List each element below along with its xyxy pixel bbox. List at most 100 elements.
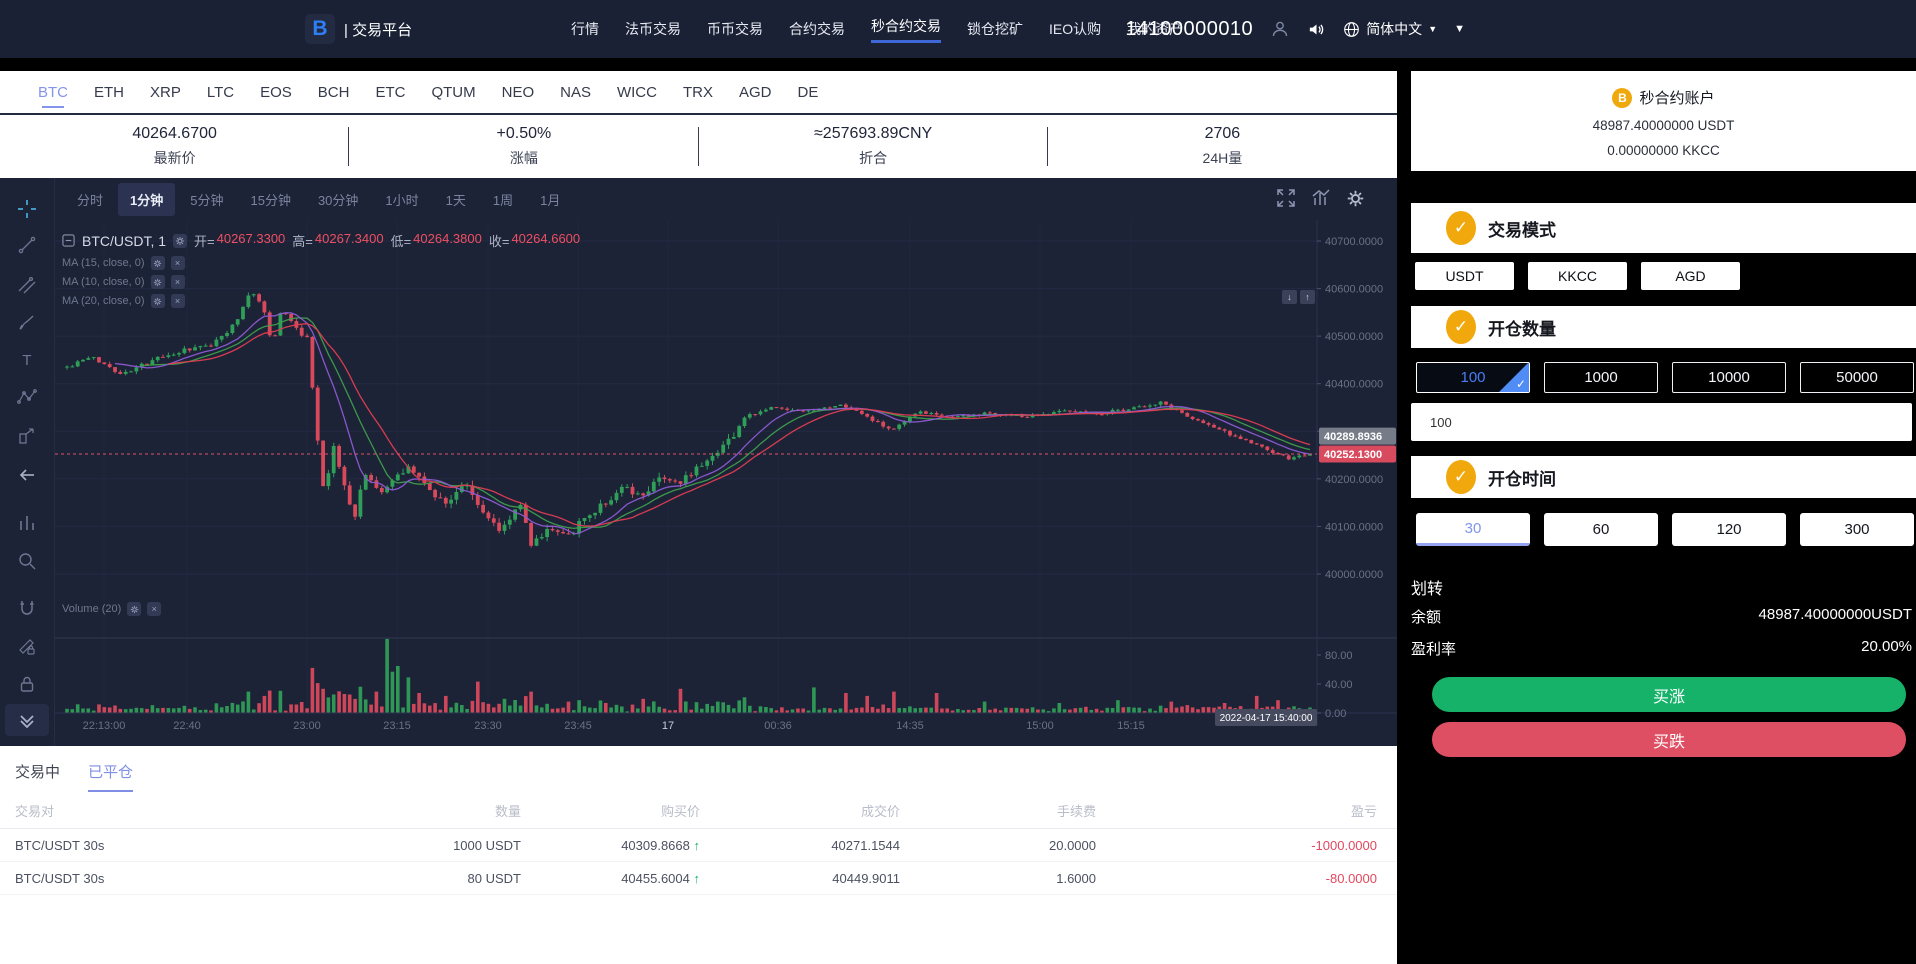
coin-tab-eos[interactable]: EOS xyxy=(260,83,292,101)
nav-item-mining[interactable]: 锁仓挖矿 xyxy=(967,21,1023,37)
tab-closed[interactable]: 已平仓 xyxy=(88,761,134,792)
duration-120-button[interactable]: 120 xyxy=(1672,513,1786,546)
coin-tab-neo[interactable]: NEO xyxy=(501,83,535,101)
collapse-legend-icon[interactable] xyxy=(62,234,75,247)
coin-tab-trx[interactable]: TRX xyxy=(682,83,713,101)
ma10-close-icon[interactable]: × xyxy=(170,275,185,289)
announcement-speaker-icon[interactable] xyxy=(1307,20,1326,39)
tf-1month[interactable]: 1月 xyxy=(540,192,561,208)
draw-lock-icon[interactable] xyxy=(9,632,45,662)
tf-15min[interactable]: 15分钟 xyxy=(250,192,291,208)
amount-100-button[interactable]: 100 xyxy=(1416,362,1530,393)
tf-30min[interactable]: 30分钟 xyxy=(317,192,359,208)
nav-item-contract[interactable]: 合约交易 xyxy=(789,21,845,37)
ma15-close-icon[interactable]: × xyxy=(170,256,185,270)
tf-1min[interactable]: 1分钟 xyxy=(118,182,176,216)
nav-item-spot[interactable]: 币币交易 xyxy=(707,21,763,37)
order-row: BTC/USDT 30s 1000 USDT 40309.8668 ↑ 4027… xyxy=(0,829,1397,862)
order-deal-price: 40449.9011 xyxy=(832,870,900,886)
collapse-toolbar-icon[interactable] xyxy=(5,704,49,736)
coin-tab-nas[interactable]: NAS xyxy=(560,83,591,101)
coin-tab-btc[interactable]: BTC xyxy=(25,71,81,113)
app-logo[interactable]: B | 交易平台 xyxy=(305,0,412,58)
amount-1000-button[interactable]: 1000 xyxy=(1544,362,1658,393)
coin-tab-de[interactable]: DE xyxy=(797,83,819,101)
tf-realtime[interactable]: 分时 xyxy=(77,192,104,208)
scale-buttons: ↓ ↑ xyxy=(1282,290,1315,304)
ma15-gear-icon[interactable] xyxy=(150,256,165,270)
coin-tab-bch[interactable]: BCH xyxy=(317,83,350,101)
trendline-icon[interactable] xyxy=(9,230,45,260)
more-caret-icon[interactable]: ▼ xyxy=(1454,23,1465,35)
tf-5min[interactable]: 5分钟 xyxy=(190,192,224,208)
close-value: 40264.6600 xyxy=(511,231,581,246)
tf-1hour[interactable]: 1小时 xyxy=(385,192,419,208)
stat-change: +0.50% 涨幅 xyxy=(349,115,699,178)
mode-agd-button[interactable]: AGD xyxy=(1641,262,1740,290)
indicators-icon[interactable] xyxy=(1311,188,1331,208)
fullscreen-icon[interactable] xyxy=(1276,188,1296,208)
brush-icon[interactable] xyxy=(9,307,45,337)
mode-usdt-button[interactable]: USDT xyxy=(1415,262,1514,290)
channel-icon[interactable] xyxy=(9,270,45,300)
tf-1week[interactable]: 1周 xyxy=(492,192,514,208)
duration-300-button[interactable]: 300 xyxy=(1800,513,1914,546)
amount-10000-button[interactable]: 10000 xyxy=(1672,362,1786,393)
coin-tab-ltc[interactable]: LTC xyxy=(206,83,235,101)
coin-tab-eth[interactable]: ETH xyxy=(94,83,124,101)
coin-tab-agd[interactable]: AGD xyxy=(738,83,772,101)
lock-icon[interactable] xyxy=(9,669,45,699)
logo-icon: B xyxy=(305,14,335,44)
coin-tab-etc[interactable]: ETC xyxy=(375,83,406,101)
svg-text:2022-04-17 15:40:00: 2022-04-17 15:40:00 xyxy=(1220,713,1313,724)
amount-input[interactable] xyxy=(1411,403,1912,441)
crosshair-icon[interactable] xyxy=(9,194,45,224)
duration-30-button[interactable]: 30 xyxy=(1416,513,1530,546)
coin-tab-wicc[interactable]: WICC xyxy=(616,83,657,101)
ma20-close-icon[interactable]: × xyxy=(170,294,185,308)
histogram-icon[interactable] xyxy=(9,508,45,538)
coin-tab-qtum[interactable]: QTUM xyxy=(431,83,476,101)
buy-up-button[interactable]: 买涨 xyxy=(1432,677,1906,712)
nav-item-second-contract[interactable]: 秒合约交易 xyxy=(871,16,941,43)
nav-item-market[interactable]: 行情 xyxy=(571,21,599,37)
magnet-icon[interactable] xyxy=(9,593,45,623)
symbol-settings-gear-icon[interactable] xyxy=(173,233,188,248)
text-tool-icon[interactable]: T xyxy=(9,345,45,375)
volume-value: 2706 xyxy=(1204,125,1241,142)
chart-settings-gear-icon[interactable] xyxy=(1346,188,1365,208)
coin-tab-xrp[interactable]: XRP xyxy=(150,83,181,101)
volume-gear-icon[interactable] xyxy=(127,602,142,616)
last-price-label: 最新价 xyxy=(153,150,196,166)
nav-item-assets[interactable]: 我的资产 xyxy=(1127,21,1184,37)
tab-trading[interactable]: 交易中 xyxy=(15,764,61,781)
candlestick-chart[interactable]: 40700.0000 40600.0000 40500.0000 40400.0000… xyxy=(0,178,1397,746)
scale-up-icon[interactable]: ↑ xyxy=(1300,290,1315,304)
header-buy-price: 购买价 xyxy=(660,803,700,819)
zoom-icon[interactable] xyxy=(9,546,45,576)
tf-1day[interactable]: 1天 xyxy=(445,192,466,208)
nav-item-ieo[interactable]: IEO认购 xyxy=(1049,21,1102,37)
user-icon[interactable] xyxy=(1270,19,1290,39)
mode-section-header: ✓ 交易模式 xyxy=(1411,203,1916,253)
ma20-gear-icon[interactable] xyxy=(150,294,165,308)
forecast-icon[interactable] xyxy=(9,421,45,451)
nav-item-fiat[interactable]: 法币交易 xyxy=(625,21,681,37)
account-card: B 秒合约账户 48987.40000000 USDT 0.00000000 K… xyxy=(1411,71,1916,171)
amount-50000-button[interactable]: 50000 xyxy=(1800,362,1914,393)
svg-text:40500.0000: 40500.0000 xyxy=(1325,331,1383,343)
account-number[interactable]: 14100000010 xyxy=(1125,17,1254,40)
stat-cny: ≈257693.89CNY 折合 xyxy=(699,115,1049,178)
back-arrow-icon[interactable] xyxy=(9,460,45,490)
language-selector[interactable]: 简体中文 ▼ xyxy=(1343,19,1437,39)
mode-kkcc-button[interactable]: KKCC xyxy=(1528,262,1627,290)
ma10-gear-icon[interactable] xyxy=(150,275,165,289)
buy-down-button[interactable]: 买跌 xyxy=(1432,722,1906,757)
chart-toolbar: T xyxy=(0,178,55,746)
duration-60-button[interactable]: 60 xyxy=(1544,513,1658,546)
transfer-link[interactable]: 划转 xyxy=(1411,581,1444,598)
volume-close-icon[interactable]: × xyxy=(147,602,162,616)
pattern-icon[interactable] xyxy=(9,382,45,412)
svg-text:40100.0000: 40100.0000 xyxy=(1325,521,1383,533)
scale-down-icon[interactable]: ↓ xyxy=(1282,290,1297,304)
